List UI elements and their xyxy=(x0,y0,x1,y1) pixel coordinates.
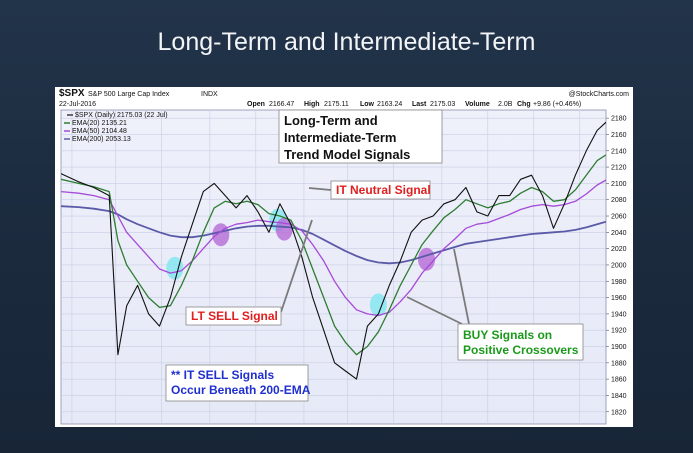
signal-marker xyxy=(212,223,230,247)
y-tick-label: 1880 xyxy=(611,360,627,367)
y-tick-label: 2000 xyxy=(611,262,627,269)
y-tick-label: 2080 xyxy=(611,197,627,204)
title-annotation-line-2: Intermediate-Term xyxy=(284,130,396,145)
buy-pointer-1 xyxy=(406,296,463,325)
y-tick-label: 2040 xyxy=(611,230,627,237)
y-tick-label: 2160 xyxy=(611,132,627,139)
lt-sell-pointer xyxy=(280,219,313,313)
lt-sell-box: LT SELL Signal xyxy=(185,306,282,326)
legend-ema20: EMA(20) 2135.21 xyxy=(72,120,127,127)
slide-title: Long-Term and Intermediate-Term xyxy=(157,28,536,56)
legend-ema50: EMA(50) 2104.48 xyxy=(72,128,127,135)
header-credit: @StockCharts.com xyxy=(569,91,630,98)
buy-signals-line-1: BUY Signals on xyxy=(463,328,552,342)
header-exchange: INDX xyxy=(201,91,218,98)
lt-sell-label: LT SELL Signal xyxy=(191,309,278,323)
high-label: High xyxy=(304,101,320,108)
open-value: 2166.47 xyxy=(269,101,294,108)
y-tick-label: 2120 xyxy=(611,165,627,172)
y-tick-label: 1980 xyxy=(611,279,627,286)
chart-frame: $SPX S&P 500 Large Cap Index INDX @Stock… xyxy=(55,87,633,427)
y-tick-label: 2060 xyxy=(611,214,627,221)
y-tick-label: 2020 xyxy=(611,246,627,253)
series-lines xyxy=(61,121,606,380)
last-label: Last xyxy=(412,101,427,108)
y-tick-label: 1820 xyxy=(611,409,627,416)
it-sell-note-line-1: ** IT SELL Signals xyxy=(171,368,274,382)
last-value: 2175.03 xyxy=(430,101,455,108)
high-value: 2175.11 xyxy=(324,101,349,108)
chg-label: Chg xyxy=(517,101,531,108)
header-symbol: $SPX xyxy=(59,88,85,99)
it-sell-note-box: ** IT SELL Signals Occur Beneath 200-EMA xyxy=(165,364,311,402)
low-value: 2163.24 xyxy=(377,101,402,108)
header-description: S&P 500 Large Cap Index xyxy=(88,91,170,98)
signal-marker xyxy=(166,256,184,280)
chg-value: +9.86 (+0.46%) xyxy=(533,101,581,108)
y-tick-label: 1940 xyxy=(611,311,627,318)
volume-value: 2.0B xyxy=(498,101,513,108)
title-annotation-line-1: Long-Term and xyxy=(284,113,378,128)
callout-pointers xyxy=(280,187,470,325)
header-bar xyxy=(55,87,633,109)
signal-marker xyxy=(275,217,293,241)
y-tick-label: 2180 xyxy=(611,116,627,123)
it-neutral-pointer xyxy=(308,187,332,191)
signal-marker xyxy=(369,293,387,317)
y-tick-label: 1920 xyxy=(611,328,627,335)
low-label: Low xyxy=(360,101,375,108)
y-tick-label: 1840 xyxy=(611,393,627,400)
buy-pointer-2 xyxy=(453,248,470,325)
title-annotation-line-3: Trend Model Signals xyxy=(284,147,410,162)
chart-legend: $SPX (Daily) 2175.03 (22 Jul) EMA(20) 21… xyxy=(64,112,168,143)
series-line-ema200 xyxy=(61,205,606,265)
y-tick-label: 1960 xyxy=(611,295,627,302)
y-tick-label: 1860 xyxy=(611,377,627,384)
title-annotation-box: Long-Term and Intermediate-Term Trend Mo… xyxy=(278,109,443,164)
open-label: Open xyxy=(247,101,265,108)
legend-price: $SPX (Daily) 2175.03 (22 Jul) xyxy=(75,112,168,119)
buy-signals-line-2: Positive Crossovers xyxy=(463,343,579,357)
legend-ema200: EMA(200) 2053.13 xyxy=(72,136,131,143)
series-line-ema20 xyxy=(61,154,606,356)
header-date: 22-Jul-2016 xyxy=(59,101,96,108)
it-neutral-label: IT Neutral Signal xyxy=(336,183,431,197)
it-neutral-box: IT Neutral Signal xyxy=(330,180,431,200)
buy-signals-box: BUY Signals on Positive Crossovers xyxy=(457,323,584,361)
y-tick-label: 1900 xyxy=(611,344,627,351)
y-tick-label: 2140 xyxy=(611,148,627,155)
it-sell-note-line-2: Occur Beneath 200-EMA xyxy=(171,383,311,397)
chart-svg: $SPX S&P 500 Large Cap Index INDX @Stock… xyxy=(55,87,633,425)
series-line-ema50 xyxy=(61,179,606,317)
series-line-spx xyxy=(61,121,606,380)
y-axis-ticks: 1820 1840 1860 1880 1900 1920 1940 1960 1980 2000… xyxy=(606,116,627,416)
volume-label: Volume xyxy=(465,101,490,108)
y-tick-label: 2100 xyxy=(611,181,627,188)
